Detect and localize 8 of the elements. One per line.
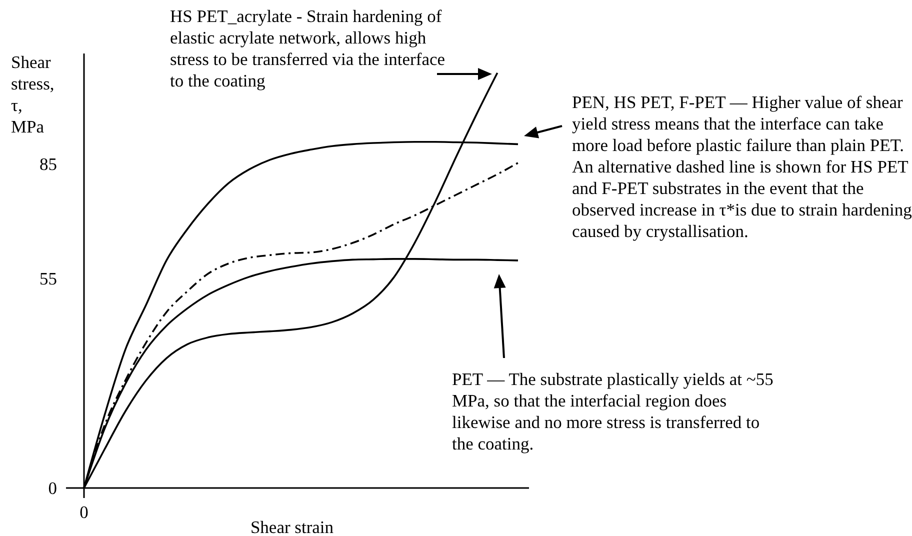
y-tick-label: 85 (40, 154, 58, 174)
x-axis-title: Shear strain (250, 517, 334, 536)
y-tick-label: 0 (48, 478, 58, 498)
annotation: PET — The substrate plastically yields at ~55 MPa, so that the interfacial region does likewise and no more stress is transferred to the coating. (452, 369, 774, 454)
y-axis-title: Shear stress, τ, MPa (11, 52, 54, 136)
y-tick-label: 55 (40, 268, 58, 288)
annotation: HS PET_acrylate - Strain hardening of elastic acrylate network, allows high stress to be transferred via the interface to the coating (170, 6, 446, 90)
text: PEN, HS PET, F-PET — Higher value of shear yield stress means that the interface can take more load before plastic failure than plain PET. An alternative dashed line is shown for HS PET and F-PET substrates in the event that the observed increase in τ*is due to strain hardening caused by crystallisation. (572, 92, 912, 241)
